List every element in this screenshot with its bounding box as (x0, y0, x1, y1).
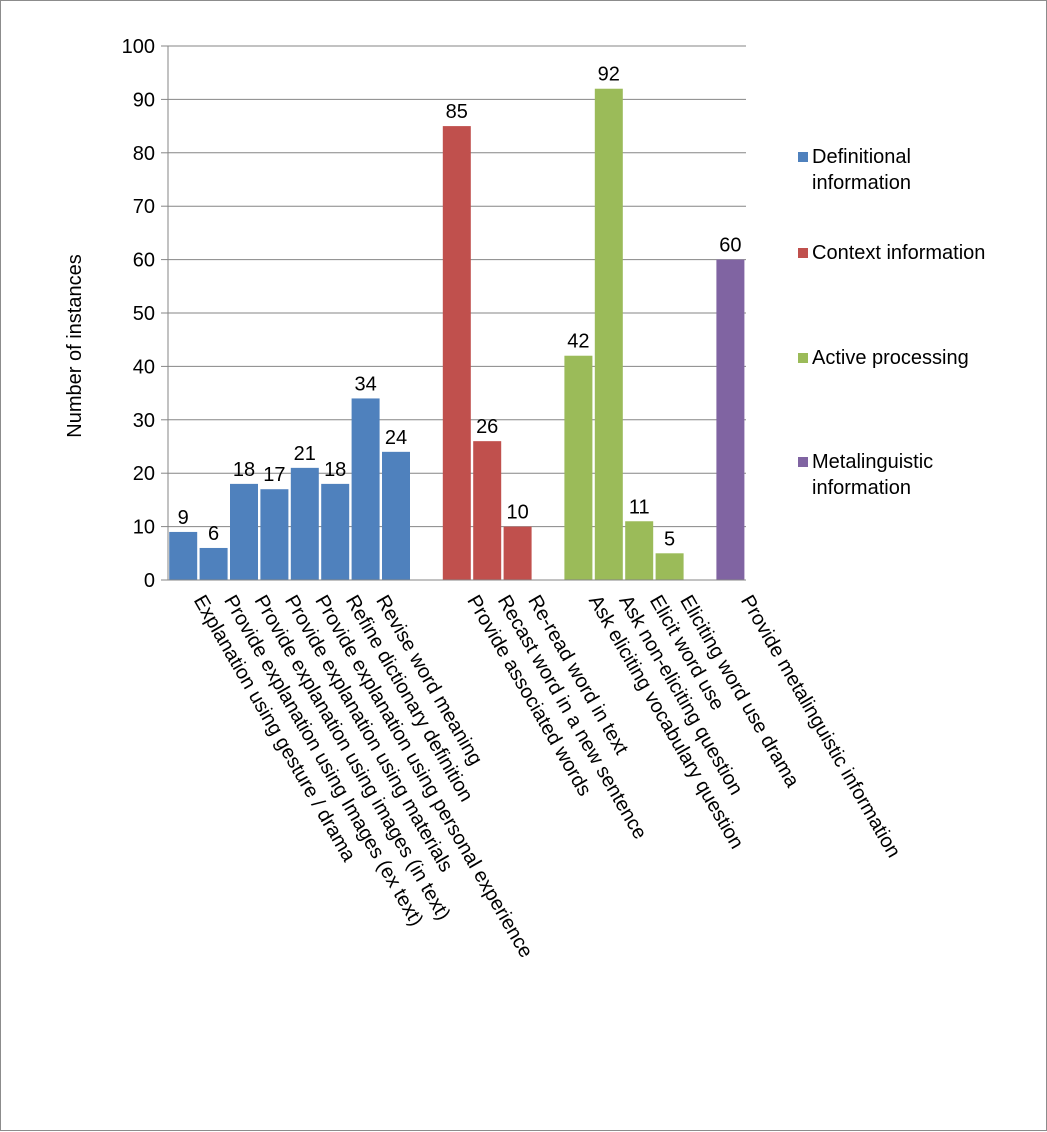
legend-label: Context information (812, 242, 985, 264)
bar (169, 531, 198, 580)
y-tick-label: 0 (144, 570, 155, 592)
legend-swatch (798, 152, 808, 162)
y-tick-label: 80 (133, 143, 155, 165)
bar (625, 521, 654, 580)
bar (442, 126, 471, 580)
y-tick-label: 40 (133, 356, 155, 378)
y-axis: 0 10 20 30 40 50 60 70 80 90 100 (122, 36, 169, 592)
bar (594, 88, 623, 580)
legend-swatch (798, 457, 808, 467)
bar (290, 467, 319, 580)
y-axis-title: Number of instances (64, 254, 86, 437)
bar-value-label: 34 (354, 373, 376, 395)
y-tick-label: 20 (133, 463, 155, 485)
y-tick-label: 50 (133, 303, 155, 325)
bar-value-label: 92 (598, 64, 620, 86)
bar-value-label: 5 (664, 528, 675, 550)
bar (321, 483, 350, 580)
bar-value-label: 11 (629, 496, 650, 518)
y-tick-label: 70 (133, 196, 155, 218)
bar-value-label: 26 (476, 416, 498, 438)
bar-value-label: 42 (567, 331, 589, 353)
bar (351, 398, 380, 580)
legend-item: Active processing (798, 347, 969, 369)
legend-item: Context information (798, 242, 985, 264)
bar (716, 259, 745, 580)
legend-label: Metalinguistic (812, 451, 933, 473)
bar (473, 441, 502, 580)
bar-value-label: 60 (719, 235, 741, 257)
bar (260, 489, 289, 580)
y-tick-label: 30 (133, 410, 155, 432)
bar-value-label: 21 (294, 443, 316, 465)
legend: Definitional information Context informati… (798, 146, 985, 499)
bar (564, 355, 593, 580)
x-axis: Explanation using gesture / dramaProvide… (168, 579, 905, 962)
bars: 96 18 17 21 18 34 24 85 26 10 42 92 11 5 60 (169, 64, 745, 580)
bar (655, 553, 684, 580)
legend-label: Active processing (812, 347, 969, 369)
bar-value-label: 9 (178, 507, 189, 529)
bar-value-label: 17 (263, 464, 285, 486)
legend-item: Metalinguistic information (798, 451, 933, 499)
bar-value-label: 18 (233, 459, 255, 481)
legend-label: Definitional (812, 146, 911, 168)
bar (199, 547, 228, 580)
bar-value-label: 18 (324, 459, 346, 481)
x-tick-label: Recast word in a new sentence (493, 592, 651, 844)
y-tick-label: 90 (133, 89, 155, 111)
bar-value-label: 6 (208, 523, 219, 545)
bar-value-label: 24 (385, 427, 407, 449)
legend-label: information (812, 477, 911, 499)
bar-value-label: 10 (506, 502, 528, 524)
y-tick-label: 60 (133, 250, 155, 272)
bar (503, 526, 532, 580)
legend-label: information (812, 172, 911, 194)
bar (230, 483, 258, 580)
legend-swatch (798, 248, 808, 258)
y-tick-label: 10 (133, 517, 155, 539)
legend-swatch (798, 353, 808, 363)
bar (382, 451, 410, 580)
y-tick-label: 100 (122, 36, 155, 58)
bar-value-label: 85 (446, 101, 468, 123)
legend-item: Definitional information (798, 146, 911, 194)
